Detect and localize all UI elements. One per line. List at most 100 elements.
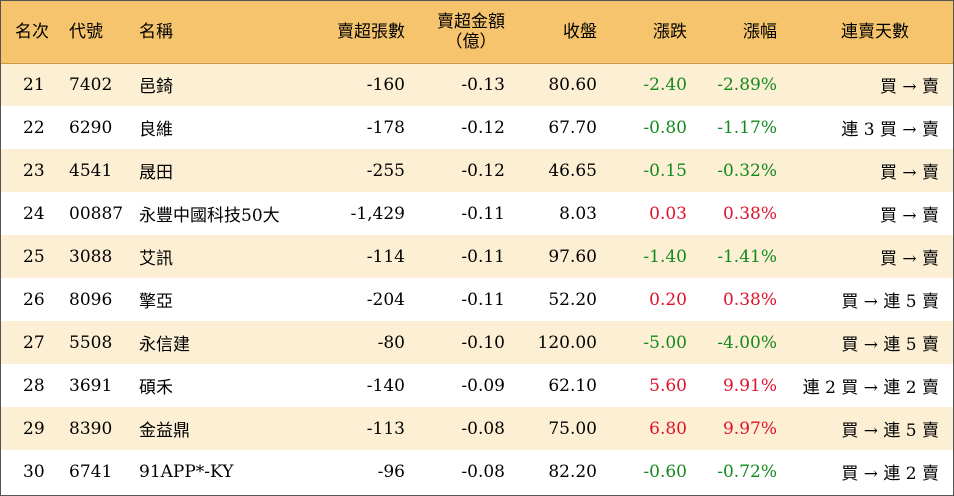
stock-name-link[interactable]: 良維 [139,120,173,140]
price-change-cell: -1.40 [643,246,687,267]
header-net-sell-amount-label: 賣超金額 [437,11,505,32]
streak-cell: 買 → 賣 [879,206,939,226]
net-sell-amount-cell: -0.12 [461,117,505,138]
stock-name-link[interactable]: 永豐中國科技50大 [139,206,280,226]
net-sell-lots-cell: -204 [366,289,405,310]
net-sell-lots-cell: -140 [366,375,405,396]
net-sell-amount-cell: -0.11 [461,203,505,224]
rank-cell: 29 [23,418,45,439]
header-net-sell-lots[interactable]: 賣超張數 [295,1,405,64]
table-header-row: 名次 代號 名稱 賣超張數 賣超金額 （億） 收盤 漲跌 漲幅 連賣天數 [1,1,953,64]
stock-code-cell[interactable]: 8390 [69,418,113,439]
change-percent-cell: -1.17% [717,117,777,138]
stock-code-cell[interactable]: 7402 [69,74,113,95]
price-change-cell: 0.20 [649,289,687,310]
stock-code-cell[interactable]: 5508 [69,332,113,353]
price-change-cell: -0.60 [643,461,687,482]
table-row[interactable]: 27 5508 永信建 -80 -0.10 120.00 -5.00 -4.00% 買 → 連 … [1,321,953,364]
table-row[interactable]: 30 6741 91APP*-KY -96 -0.08 82.20 -0.60 -0.72% 買… [1,450,953,493]
header-change-pct[interactable]: 漲幅 [687,1,777,64]
stock-name-link[interactable]: 金益鼎 [139,421,190,441]
close-price-cell: 8.03 [559,203,597,224]
change-percent-cell: -4.00% [717,332,777,353]
close-price-cell: 75.00 [548,418,597,439]
close-price-cell: 67.70 [548,117,597,138]
close-price-cell: 46.65 [548,160,597,181]
header-net-sell-amount-unit: （億） [445,31,497,52]
table-row[interactable]: 28 3691 碩禾 -140 -0.09 62.10 5.60 9.91% 連 2 買 → 連… [1,364,953,407]
close-price-cell: 120.00 [537,332,597,353]
header-net-sell-amount[interactable]: 賣超金額 （億） [405,1,505,64]
net-sell-lots-cell: -96 [377,461,405,482]
stock-code-cell[interactable]: 3691 [69,375,113,396]
net-sell-amount-cell: -0.08 [461,461,505,482]
stock-name-link[interactable]: 艾訊 [139,249,173,269]
net-sell-amount-cell: -0.10 [461,332,505,353]
change-percent-cell: 9.97% [722,418,777,439]
rank-cell: 21 [23,74,45,95]
rank-cell: 27 [23,332,45,353]
price-change-cell: 5.60 [649,375,687,396]
table-row[interactable]: 21 7402 邑錡 -160 -0.13 80.60 -2.40 -2.89% 買 → 賣 [1,63,953,106]
close-price-cell: 82.20 [548,461,597,482]
stock-name-link[interactable]: 碩禾 [139,378,173,398]
change-percent-cell: -0.32% [717,160,777,181]
net-sell-lots-cell: -113 [366,418,405,439]
net-sell-lots-cell: -178 [366,117,405,138]
header-code[interactable]: 代號 [65,1,135,64]
header-name[interactable]: 名稱 [135,1,295,64]
table-row[interactable]: 29 8390 金益鼎 -113 -0.08 75.00 6.80 9.97% 買 → 連 5 … [1,407,953,450]
net-sell-lots-cell: -160 [366,74,405,95]
close-price-cell: 52.20 [548,289,597,310]
table-row[interactable]: 26 8096 擎亞 -204 -0.11 52.20 0.20 0.38% 買 → 連 5 賣 [1,278,953,321]
net-sell-amount-cell: -0.13 [461,74,505,95]
stock-name-link[interactable]: 擎亞 [139,292,173,312]
stock-code-cell[interactable]: 6290 [69,117,113,138]
streak-cell: 買 → 連 2 賣 [841,464,939,484]
rank-cell: 26 [23,289,45,310]
table-row[interactable]: 25 3088 艾訊 -114 -0.11 97.60 -1.40 -1.41% 買 → 賣 [1,235,953,278]
header-streak[interactable]: 連賣天數 [777,1,953,64]
price-change-cell: -0.80 [643,117,687,138]
stock-name-link[interactable]: 永信建 [139,335,190,355]
stock-name-link[interactable]: 邑錡 [139,77,173,98]
stock-code-cell[interactable]: 3088 [69,246,113,267]
streak-cell: 買 → 賣 [879,249,939,269]
streak-cell: 買 → 賣 [879,163,939,183]
net-sell-amount-cell: -0.12 [461,160,505,181]
change-percent-cell: 9.91% [722,375,777,396]
rank-cell: 23 [23,160,45,181]
net-sell-amount-cell: -0.08 [461,418,505,439]
stock-code-cell[interactable]: 4541 [69,160,113,181]
stock-code-cell[interactable]: 6741 [69,461,113,482]
net-sell-lots-cell: -1,429 [350,203,405,224]
close-price-cell: 62.10 [548,375,597,396]
rank-cell: 30 [23,461,45,482]
header-change[interactable]: 漲跌 [597,1,687,64]
stock-code-cell[interactable]: 00887 [69,203,124,224]
price-change-cell: -5.00 [643,332,687,353]
close-price-cell: 80.60 [548,74,597,95]
stock-name-link[interactable]: 91APP*-KY [139,461,234,482]
change-percent-cell: 0.38% [722,203,777,224]
streak-cell: 連 3 買 → 賣 [841,120,939,140]
price-change-cell: 6.80 [649,418,687,439]
rank-cell: 22 [23,117,45,138]
table-row[interactable]: 22 6290 良維 -178 -0.12 67.70 -0.80 -1.17% 連 3 買 →… [1,106,953,149]
rank-cell: 24 [23,203,45,224]
change-percent-cell: -0.72% [717,461,777,482]
header-close[interactable]: 收盤 [505,1,597,64]
net-sell-amount-cell: -0.09 [461,375,505,396]
table-row[interactable]: 23 4541 晟田 -255 -0.12 46.65 -0.15 -0.32% 買 → 賣 [1,149,953,192]
streak-cell: 買 → 賣 [879,77,939,98]
table-row[interactable]: 24 00887 永豐中國科技50大 -1,429 -0.11 8.03 0.03 0.38%… [1,192,953,235]
streak-cell: 買 → 連 5 賣 [841,421,939,441]
stock-code-cell[interactable]: 8096 [69,289,113,310]
header-rank[interactable]: 名次 [1,1,65,64]
rank-cell: 25 [23,246,45,267]
streak-cell: 買 → 連 5 賣 [841,335,939,355]
rank-cell: 28 [23,375,45,396]
stock-name-link[interactable]: 晟田 [139,163,173,183]
